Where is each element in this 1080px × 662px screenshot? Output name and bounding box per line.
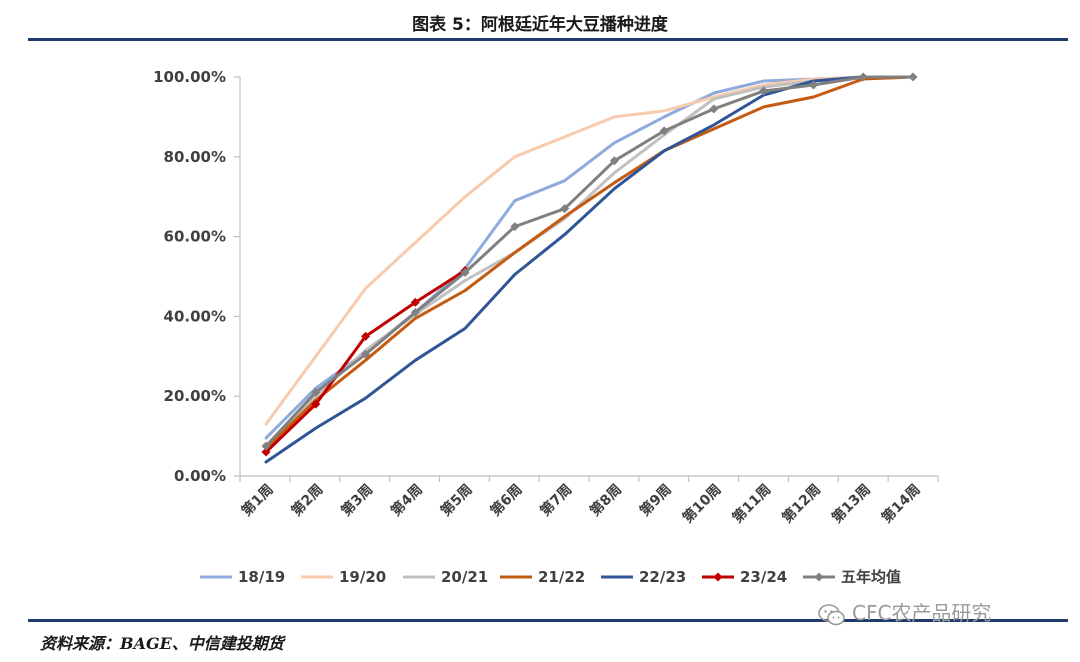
x-tick-label: 第6周 [487, 481, 526, 520]
series-point-6 [311, 387, 321, 397]
y-tick-label: 80.00% [164, 148, 226, 166]
x-tick-label: 第3周 [338, 481, 377, 520]
series-line-3 [264, 75, 915, 450]
series-line-0 [264, 75, 915, 440]
y-tick-label: 20.00% [164, 387, 226, 405]
x-tick-label: 第11周 [729, 481, 775, 527]
series-point-6 [659, 126, 669, 136]
legend-label: 19/20 [339, 568, 386, 586]
series-point-5 [361, 331, 371, 341]
series-point-6 [808, 80, 818, 90]
x-tick-label: 第4周 [387, 481, 426, 520]
x-tick-label: 第12周 [779, 481, 825, 527]
x-tick-label: 第9周 [636, 481, 675, 520]
series-point-6 [908, 72, 918, 82]
x-tick-label: 第14周 [878, 481, 924, 527]
legend: 18/19 19/20 20/21 21/22 22/23 23/24 五年均值 [200, 568, 901, 586]
watermark-text: CFC农产品研究 [852, 601, 992, 625]
legend-marker [713, 572, 723, 582]
legend-label: 22/23 [639, 568, 686, 586]
y-axis: 0.00% 20.00% 40.00% 60.00% 80.00% 100.00% [153, 68, 241, 485]
series-line-1 [264, 75, 915, 426]
series-point-6 [361, 349, 371, 359]
x-tick-label: 第2周 [288, 481, 327, 520]
series-point-6 [560, 204, 570, 214]
top-rule [28, 38, 1068, 41]
legend-label: 23/24 [740, 568, 787, 586]
series-point-5 [261, 447, 271, 457]
x-tick-label: 第7周 [537, 481, 576, 520]
x-axis: 第1周 第2周 第3周 第4周 第5周 第6周 第7周 第8周 第9周 第10周 第11周 第12周第… [238, 475, 939, 527]
y-tick-label: 100.00% [153, 68, 226, 86]
series-line-4 [264, 75, 915, 464]
y-tick-label: 0.00% [174, 467, 226, 485]
bottom-rule [28, 619, 1068, 622]
series-line-6 [264, 75, 915, 448]
series-point-6 [609, 156, 619, 166]
series-point-6 [759, 86, 769, 96]
y-tick-label: 60.00% [164, 228, 226, 246]
legend-label: 五年均值 [841, 568, 901, 586]
series-point-6 [858, 72, 868, 82]
x-tick-label: 第8周 [586, 481, 625, 520]
series-line-2 [264, 75, 915, 452]
series-point-6 [510, 222, 520, 232]
x-tick-label: 第1周 [238, 481, 277, 520]
series-point-6 [261, 441, 271, 451]
x-tick-label: 第13周 [828, 481, 874, 527]
watermark: CFC农产品研究 [818, 597, 991, 626]
legend-label: 21/22 [538, 568, 585, 586]
wechat-icon [818, 603, 845, 625]
chart-title: 图表 5：阿根廷近年大豆播种进度 [412, 15, 668, 35]
x-tick-label: 第5周 [437, 481, 476, 520]
x-tick-label: 第10周 [679, 481, 725, 527]
legend-label: 18/19 [238, 568, 285, 586]
y-tick-label: 40.00% [164, 307, 226, 325]
line-chart: 0.00% 20.00% 40.00% 60.00% 80.00% 100.00% 第1周… [153, 68, 939, 586]
series-point-6 [460, 268, 470, 278]
series-point-5 [410, 297, 420, 307]
series-lines [261, 72, 918, 464]
source-note: 资料来源：BAGE、中信建投期货 [40, 634, 284, 653]
series-point-6 [410, 307, 420, 317]
legend-marker [814, 572, 824, 582]
series-point-5 [311, 399, 321, 409]
legend-label: 20/21 [441, 568, 488, 586]
series-point-6 [709, 104, 719, 114]
